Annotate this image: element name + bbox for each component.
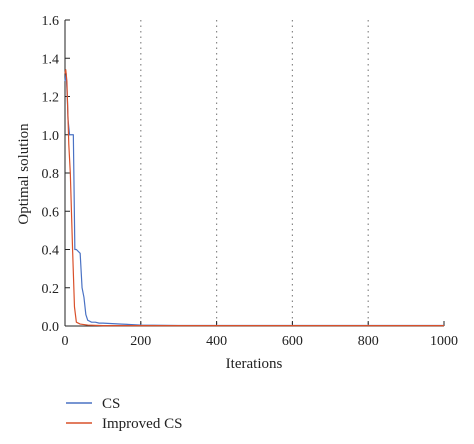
x-axis-label: Iterations <box>226 356 283 372</box>
x-tick-label: 200 <box>130 334 151 349</box>
y-tick-label: 0.6 <box>42 205 60 220</box>
y-tick-label: 1.0 <box>42 129 60 144</box>
legend-label-cs: CS <box>102 396 120 412</box>
grid-lines <box>140 20 369 326</box>
y-tick-label: 1.4 <box>42 52 60 67</box>
series-line-improved-cs <box>64 69 444 327</box>
tick-labels: 0.0 0.2 0.4 0.6 0.8 1.0 1.2 1.4 1.6 0 200 400 600 800… <box>42 14 459 349</box>
x-tick-label: 800 <box>358 334 379 349</box>
axes <box>64 20 444 327</box>
series-line-cs <box>64 72 444 327</box>
legend-label-improved-cs: Improved CS <box>102 416 182 432</box>
y-tick-label: 0.8 <box>42 167 60 182</box>
y-tick-label: 0.2 <box>42 282 60 297</box>
x-tick-label: 1000 <box>430 334 458 349</box>
x-tick-label: 0 <box>62 334 69 349</box>
x-tick-label: 400 <box>206 334 227 349</box>
x-tick-label: 600 <box>282 334 303 349</box>
y-tick-label: 1.6 <box>42 14 60 29</box>
legend: CS Improved CS <box>66 396 182 432</box>
y-tick-label: 0.0 <box>42 320 60 335</box>
y-axis-label: Optimal solution <box>16 123 32 225</box>
y-tick-label: 1.2 <box>42 91 60 106</box>
series-lines <box>64 69 444 327</box>
y-tick-label: 0.4 <box>42 244 60 259</box>
